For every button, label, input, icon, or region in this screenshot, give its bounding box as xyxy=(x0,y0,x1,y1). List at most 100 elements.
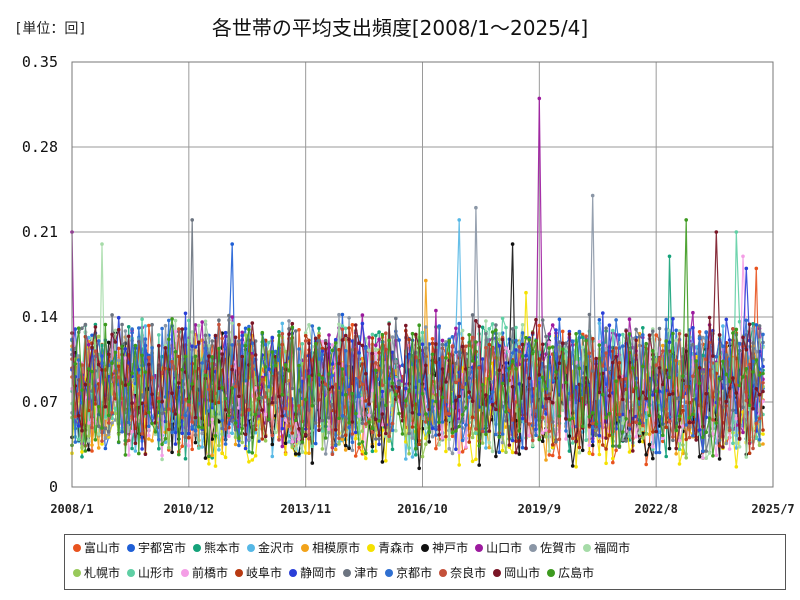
data-point xyxy=(120,344,124,349)
data-point xyxy=(290,386,295,391)
data-point xyxy=(487,342,492,347)
data-point xyxy=(273,400,278,405)
data-point xyxy=(564,417,568,421)
data-point xyxy=(193,415,198,420)
legend-marker-icon xyxy=(385,568,394,577)
data-point xyxy=(116,364,121,369)
data-point xyxy=(370,444,375,449)
data-point xyxy=(614,444,618,448)
data-point xyxy=(240,333,244,338)
data-point xyxy=(387,322,391,326)
data-point xyxy=(340,324,345,328)
data-point xyxy=(157,343,161,348)
data-point xyxy=(230,315,234,319)
data-point xyxy=(404,399,408,403)
data-point xyxy=(444,342,448,347)
data-point xyxy=(73,327,78,331)
data-point xyxy=(280,444,285,449)
data-point xyxy=(173,318,178,323)
data-point xyxy=(457,463,462,467)
data-point xyxy=(217,419,221,424)
legend-item: 岐阜市 xyxy=(235,564,282,581)
legend-marker-icon xyxy=(301,543,310,552)
data-point xyxy=(487,429,492,433)
data-point xyxy=(313,441,318,446)
data-point xyxy=(721,344,725,349)
legend-marker-icon xyxy=(181,568,190,577)
data-point xyxy=(310,373,315,377)
data-point xyxy=(430,434,435,439)
data-point xyxy=(504,410,508,414)
data-point xyxy=(734,446,739,450)
data-point xyxy=(697,366,702,370)
data-point xyxy=(333,382,338,387)
data-point xyxy=(83,382,88,387)
data-point xyxy=(80,445,84,450)
data-point xyxy=(340,437,345,442)
legend-item: 札幌市 xyxy=(73,564,120,581)
data-point xyxy=(143,400,148,405)
data-point xyxy=(747,403,752,408)
data-point xyxy=(177,381,181,385)
data-point xyxy=(417,379,422,383)
data-point xyxy=(701,370,705,374)
legend-item: 熊本市 xyxy=(193,539,240,556)
data-point xyxy=(360,449,365,454)
data-point xyxy=(547,346,552,350)
data-point xyxy=(217,386,221,391)
data-point xyxy=(143,337,148,341)
data-point xyxy=(340,338,345,342)
data-point xyxy=(514,338,518,343)
data-point xyxy=(103,322,108,327)
data-point xyxy=(190,425,194,429)
data-point xyxy=(577,445,582,450)
data-point xyxy=(724,399,729,404)
data-point xyxy=(404,386,408,391)
data-point xyxy=(86,335,91,340)
data-point xyxy=(684,456,688,460)
legend-marker-icon xyxy=(289,568,298,577)
data-point xyxy=(741,335,745,340)
data-point xyxy=(340,367,345,371)
data-point xyxy=(80,450,84,454)
data-point xyxy=(106,429,111,434)
data-point xyxy=(283,363,288,367)
data-point xyxy=(347,337,351,342)
data-point xyxy=(724,372,729,377)
data-point xyxy=(247,324,251,329)
data-point xyxy=(667,375,672,380)
data-point xyxy=(140,447,144,451)
data-point xyxy=(404,433,408,438)
data-point xyxy=(374,347,378,351)
legend-item: 広島市 xyxy=(547,564,594,581)
legend-item: 宇都宮市 xyxy=(127,539,186,556)
data-point xyxy=(303,333,308,338)
data-point xyxy=(253,386,258,390)
legend-label: 熊本市 xyxy=(204,541,241,555)
data-point xyxy=(140,432,144,436)
data-point xyxy=(671,438,675,443)
data-point xyxy=(170,450,174,455)
data-point xyxy=(367,413,371,418)
data-point xyxy=(567,449,572,453)
legend-item: 青森市 xyxy=(367,539,414,556)
data-point xyxy=(263,395,268,399)
data-point xyxy=(267,350,271,354)
data-point xyxy=(464,423,468,427)
data-point xyxy=(497,435,502,439)
data-point xyxy=(691,374,695,379)
data-point xyxy=(547,453,552,457)
x-tick-label: 2019/9 xyxy=(518,502,561,516)
data-point xyxy=(283,418,288,422)
data-point xyxy=(487,377,492,381)
data-point xyxy=(360,362,365,366)
data-point xyxy=(671,392,675,396)
data-point xyxy=(547,332,552,336)
data-point xyxy=(567,418,572,422)
data-point xyxy=(297,328,301,332)
data-point xyxy=(377,437,381,441)
data-point xyxy=(641,364,645,369)
data-point xyxy=(364,451,368,456)
data-point xyxy=(253,453,258,458)
data-point xyxy=(100,439,104,443)
